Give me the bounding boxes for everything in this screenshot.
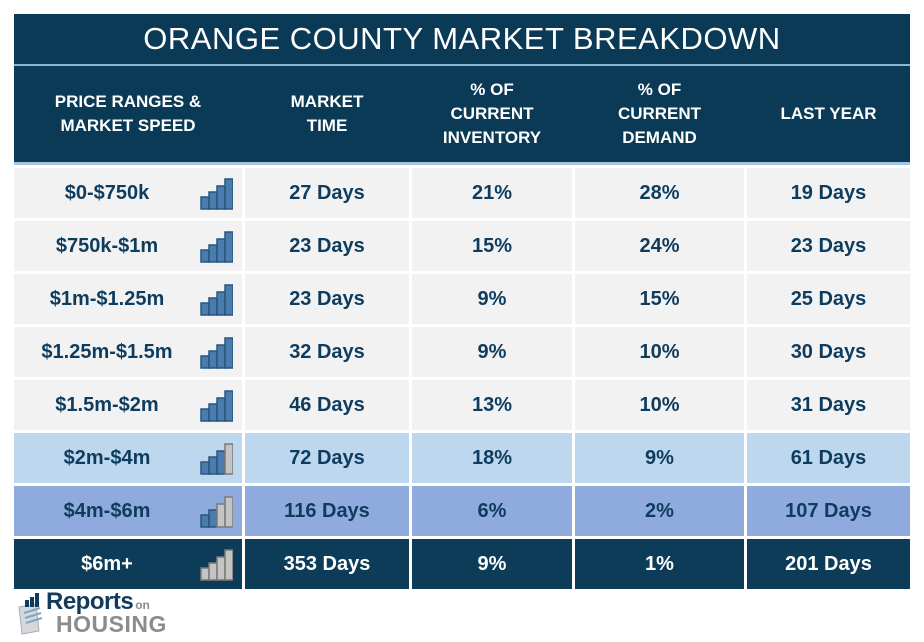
demand-value: 10% (575, 327, 744, 377)
inventory-value: 15% (412, 221, 572, 271)
market-time-value: 116 Days (245, 486, 409, 536)
price-range-label: $1.25m-$1.5m (41, 340, 173, 363)
market-speed-icon (200, 337, 233, 369)
last-year-value: 107 Days (747, 486, 910, 536)
title-divider-line (14, 64, 910, 66)
table-row-price-range: $0-$750k (14, 168, 242, 218)
market-speed-icon (200, 231, 233, 263)
last-year-value: 23 Days (747, 221, 910, 271)
table-row-price-range: $1m-$1.25m (14, 274, 242, 324)
inventory-value: 9% (412, 327, 572, 377)
market-breakdown-table: ORANGE COUNTY MARKET BREAKDOWN PRICE RAN… (14, 14, 910, 589)
price-range-label: $6m+ (81, 552, 133, 575)
demand-value: 28% (575, 168, 744, 218)
table-body: $0-$750k 27 Days 21% 28% 19 Days $750k-$… (14, 168, 910, 589)
reports-on-housing-logo-icon (18, 593, 43, 635)
price-range-label: $2m-$4m (63, 446, 151, 469)
price-range-label: $750k-$1m (55, 234, 159, 257)
demand-value: 9% (575, 433, 744, 483)
col-header-market-time: MARKET TIME (290, 92, 364, 135)
inventory-value: 21% (412, 168, 572, 218)
demand-value: 10% (575, 380, 744, 430)
market-speed-icon (200, 284, 233, 316)
table-row-price-range: $4m-$6m (14, 486, 242, 536)
last-year-value: 31 Days (747, 380, 910, 430)
col-header-last-year: LAST YEAR (780, 104, 877, 124)
col-header-price-ranges: PRICE RANGES & MARKET SPEED (54, 92, 202, 135)
logo-word-housing: HOUSING (56, 611, 167, 637)
col-header-demand: % OF CURRENT DEMAND (617, 80, 702, 147)
header-underline (14, 162, 910, 165)
last-year-value: 201 Days (747, 539, 910, 589)
table-title-band: ORANGE COUNTY MARKET BREAKDOWN (14, 14, 910, 64)
inventory-value: 9% (412, 539, 572, 589)
demand-value: 24% (575, 221, 744, 271)
market-speed-icon (200, 443, 233, 475)
inventory-value: 13% (412, 380, 572, 430)
logo-word-on: on (135, 598, 150, 612)
last-year-value: 19 Days (747, 168, 910, 218)
inventory-value: 18% (412, 433, 572, 483)
demand-value: 15% (575, 274, 744, 324)
market-speed-icon (200, 390, 233, 422)
market-time-value: 353 Days (245, 539, 409, 589)
market-speed-icon (200, 178, 233, 210)
table-row-price-range: $6m+ (14, 539, 242, 589)
table-row-price-range: $1.25m-$1.5m (14, 327, 242, 377)
market-time-value: 23 Days (245, 221, 409, 271)
market-time-value: 23 Days (245, 274, 409, 324)
table-row-price-range: $1.5m-$2m (14, 380, 242, 430)
last-year-value: 25 Days (747, 274, 910, 324)
demand-value: 2% (575, 486, 744, 536)
logo-text: Reports on HOUSING (46, 588, 167, 638)
price-range-label: $4m-$6m (63, 499, 151, 522)
last-year-value: 61 Days (747, 433, 910, 483)
table-row-price-range: $750k-$1m (14, 221, 242, 271)
last-year-value: 30 Days (747, 327, 910, 377)
reports-on-housing-logo: Reports on HOUSING (16, 588, 167, 638)
inventory-value: 6% (412, 486, 572, 536)
market-time-value: 32 Days (245, 327, 409, 377)
page-title: ORANGE COUNTY MARKET BREAKDOWN (143, 21, 781, 56)
market-speed-icon (200, 496, 233, 528)
inventory-value: 9% (412, 274, 572, 324)
price-range-label: $0-$750k (64, 181, 150, 204)
price-range-label: $1m-$1.25m (49, 287, 165, 310)
market-time-value: 27 Days (245, 168, 409, 218)
logo-word-reports: Reports (46, 588, 134, 615)
column-header-row: PRICE RANGES & MARKET SPEED MARKET TIME … (14, 66, 910, 162)
market-time-value: 46 Days (245, 380, 409, 430)
price-range-label: $1.5m-$2m (55, 393, 159, 416)
market-time-value: 72 Days (245, 433, 409, 483)
demand-value: 1% (575, 539, 744, 589)
col-header-inventory: % OF CURRENT INVENTORY (442, 80, 542, 147)
table-row-price-range: $2m-$4m (14, 433, 242, 483)
market-speed-icon (200, 549, 233, 581)
